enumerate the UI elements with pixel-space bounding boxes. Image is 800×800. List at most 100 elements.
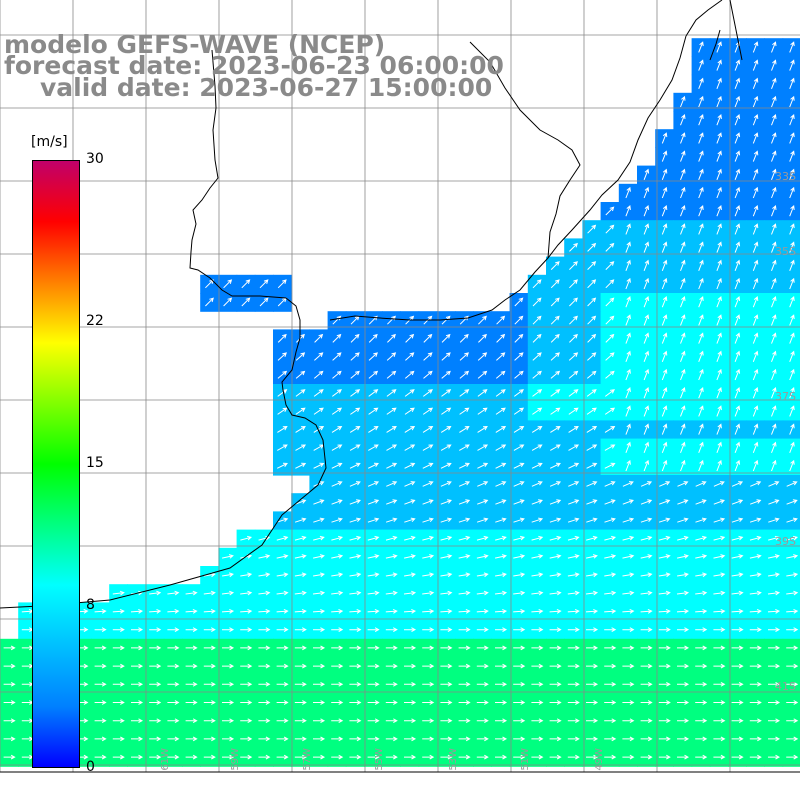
wind-arrow: [368, 370, 379, 379]
wind-arrow: [749, 517, 762, 523]
wind-arrow: [331, 590, 344, 596]
wind-arrow: [277, 444, 288, 451]
wind-arrow: [368, 444, 379, 451]
lat-lon-grid: [0, 0, 800, 773]
wind-arrow: [771, 387, 777, 399]
wind-arrow: [495, 370, 506, 379]
wind-arrow: [477, 499, 489, 505]
wind-arrow: [677, 681, 690, 687]
wind-arrow: [222, 754, 235, 760]
wind-arrow: [476, 663, 489, 669]
wind-arrow: [680, 423, 686, 435]
wind-arrow: [680, 368, 686, 381]
wind-arrow: [223, 279, 233, 289]
wind-arrow: [731, 499, 744, 505]
wind-arrow: [676, 608, 690, 614]
wind-arrow: [477, 370, 488, 379]
colorbar-tick-label: 0: [86, 759, 95, 775]
wind-arrow: [786, 572, 799, 578]
wind-arrow: [240, 608, 253, 614]
wind-arrow: [586, 736, 599, 742]
wind-arrow: [569, 297, 578, 307]
wind-arrow: [513, 499, 525, 505]
wind-arrow: [513, 608, 526, 614]
wind-arrow: [422, 681, 435, 687]
wind-arrow: [494, 590, 508, 596]
wind-arrow: [695, 517, 707, 523]
wind-arrow: [203, 754, 216, 760]
wind-arrow: [713, 718, 726, 724]
wind-arrow: [749, 572, 762, 578]
wind-arrow: [640, 572, 653, 578]
wind-arrow: [112, 645, 125, 651]
wind-arrow: [349, 554, 362, 559]
wind-arrow: [625, 459, 631, 472]
wind-arrow: [241, 279, 251, 289]
wind-arrow: [587, 279, 597, 289]
wind-arrow: [698, 259, 704, 271]
wind-arrow: [767, 608, 781, 614]
wind-arrow: [698, 132, 704, 144]
wind-arrow: [349, 462, 361, 469]
wind-arrow: [476, 517, 489, 523]
wind-arrow: [531, 754, 544, 760]
wind-arrow: [789, 150, 795, 162]
wind-arrow: [771, 132, 777, 144]
wind-arrow: [404, 718, 417, 724]
wind-arrow: [586, 572, 598, 578]
wind-arrow: [586, 389, 597, 397]
wind-arrow: [495, 426, 507, 433]
wind-arrow: [568, 407, 579, 415]
wind-arrow: [240, 627, 253, 633]
wind-arrow: [585, 627, 599, 633]
wind-arrow: [698, 332, 704, 344]
wind-arrow: [295, 444, 307, 451]
wind-arrow: [385, 572, 398, 578]
wind-arrow: [404, 426, 416, 433]
wind-arrow: [221, 590, 235, 596]
wind-arrow: [585, 590, 599, 596]
wind-arrow: [695, 627, 708, 633]
wind-arrow: [3, 663, 16, 669]
wind-arrow: [294, 736, 307, 742]
latitude-label: 39S: [775, 535, 796, 548]
wind-arrow: [331, 681, 344, 687]
wind-arrow: [640, 663, 653, 669]
wind-arrow: [277, 407, 288, 415]
wind-arrow: [404, 481, 416, 487]
wind-arrow: [222, 645, 235, 651]
wind-arrow: [643, 241, 650, 253]
wind-arrow: [771, 95, 777, 108]
wind-arrow: [680, 168, 686, 180]
wind-arrow: [767, 627, 781, 633]
wind-arrow: [312, 590, 326, 596]
wind-arrow: [458, 681, 471, 687]
wind-arrow: [496, 315, 506, 325]
wind-arrow: [661, 168, 668, 180]
wind-arrow: [768, 718, 781, 724]
wind-arrow: [313, 754, 326, 760]
wind-arrow: [550, 352, 560, 361]
wind-arrow: [786, 754, 799, 760]
wind-arrow: [716, 387, 722, 399]
wind-arrow: [658, 608, 671, 614]
wind-arrow: [276, 718, 289, 724]
wind-arrow: [658, 517, 671, 523]
wind-arrow: [695, 572, 708, 578]
wind-arrow: [695, 554, 708, 559]
wind-arrow: [495, 481, 507, 487]
wind-arrow: [313, 462, 325, 469]
wind-arrow: [276, 590, 289, 596]
wind-arrow: [131, 681, 144, 687]
wind-arrow: [332, 352, 342, 361]
wind-arrow: [440, 517, 453, 523]
wind-arrow: [585, 554, 598, 559]
wind-arrow: [3, 645, 16, 651]
title-model: modelo GEFS-WAVE (NCEP): [4, 30, 386, 59]
wind-arrow: [459, 333, 469, 343]
wind-arrow: [458, 590, 471, 596]
wind-arrow: [513, 426, 525, 433]
wind-arrow: [659, 499, 671, 505]
wind-arrow: [604, 407, 616, 415]
wind-arrow: [567, 681, 580, 687]
